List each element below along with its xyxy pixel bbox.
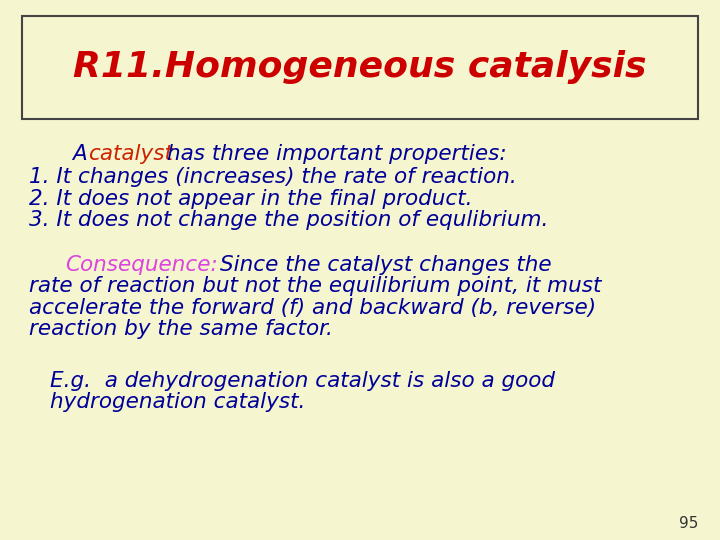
Text: Since the catalyst changes the: Since the catalyst changes the (220, 254, 552, 275)
Text: accelerate the forward (f) and backward (b, reverse): accelerate the forward (f) and backward … (29, 298, 596, 318)
Text: A: A (72, 144, 94, 164)
Text: rate of reaction but not the equilibrium point, it must: rate of reaction but not the equilibrium… (29, 276, 601, 296)
Text: 3. It does not change the position of equlibrium.: 3. It does not change the position of eq… (29, 210, 548, 231)
Text: reaction by the same factor.: reaction by the same factor. (29, 319, 333, 340)
Text: Consequence:: Consequence: (65, 254, 217, 275)
Text: 2. It does not appear in the final product.: 2. It does not appear in the final produ… (29, 188, 472, 209)
Text: E.g.  a dehydrogenation catalyst is also a good: E.g. a dehydrogenation catalyst is also … (50, 370, 555, 391)
Text: hydrogenation catalyst.: hydrogenation catalyst. (50, 392, 306, 413)
Text: has three important properties:: has three important properties: (167, 144, 507, 164)
Text: R11.Homogeneous catalysis: R11.Homogeneous catalysis (73, 51, 647, 84)
Text: 95: 95 (679, 516, 698, 531)
Text: catalyst: catalyst (88, 144, 173, 164)
Text: 1. It changes (increases) the rate of reaction.: 1. It changes (increases) the rate of re… (29, 167, 516, 187)
